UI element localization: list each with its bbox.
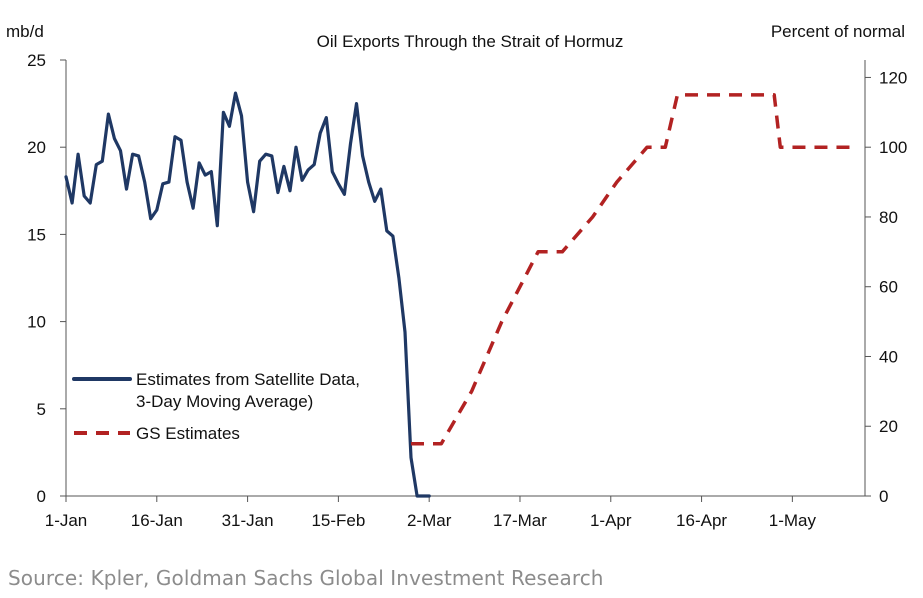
series-lines: [64, 91, 853, 498]
right-axis-label: Percent of normal: [771, 22, 905, 41]
left-tick-label: 25: [27, 51, 46, 70]
left-tick-label: 10: [27, 313, 46, 332]
x-tick-label: 1-Jan: [45, 511, 88, 530]
right-tick-label: 60: [879, 278, 898, 297]
legend-label-gs: GS Estimates: [136, 424, 240, 443]
right-tick-label: 40: [879, 347, 898, 366]
right-tick-label: 0: [879, 487, 888, 506]
legend-label-satellite-line2: 3-Day Moving Average): [136, 392, 313, 411]
chart: Oil Exports Through the Strait of Hormuz…: [6, 22, 907, 530]
source-note: Source: Kpler, Goldman Sachs Global Inve…: [8, 566, 604, 590]
right-tick-label: 20: [879, 417, 898, 436]
right-tick-label: 80: [879, 208, 898, 227]
left-tick-label: 15: [27, 225, 46, 244]
chart-title: Oil Exports Through the Strait of Hormuz: [317, 32, 624, 51]
series-line-satellite: [64, 91, 431, 498]
right-tick-label: 100: [879, 138, 907, 157]
right-tick-label: 120: [879, 68, 907, 87]
x-tick-label: 16-Apr: [676, 511, 727, 530]
axes: [60, 59, 871, 502]
x-tick-label: 1-May: [769, 511, 817, 530]
legend: Estimates from Satellite Data, 3-Day Mov…: [72, 370, 360, 443]
x-tick-label: 15-Feb: [311, 511, 365, 530]
left-axis-label: mb/d: [6, 22, 44, 41]
left-tick-label: 5: [37, 400, 46, 419]
x-tick-label: 16-Jan: [131, 511, 183, 530]
x-tick-label: 17-Mar: [493, 511, 547, 530]
tick-labels: 0 5 10 15 20 25 0 20 40 60 80 100 120 1-Jan 16-Jan 31-J…: [27, 51, 907, 530]
x-tick-label: 31-Jan: [222, 511, 274, 530]
left-tick-label: 0: [37, 487, 46, 506]
series-line-gs: [411, 93, 853, 446]
legend-label-satellite-line1: Estimates from Satellite Data,: [136, 370, 360, 389]
left-tick-label: 20: [27, 138, 46, 157]
x-tick-label: 1-Apr: [590, 511, 632, 530]
x-tick-label: 2-Mar: [407, 511, 452, 530]
